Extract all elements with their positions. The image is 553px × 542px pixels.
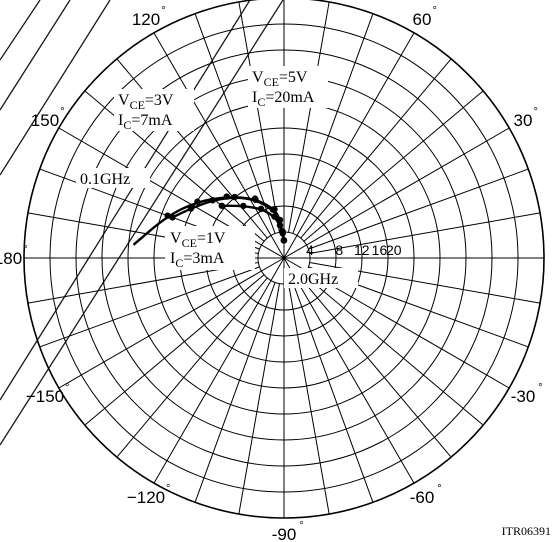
data-point	[209, 197, 216, 204]
angle-tick-label: −150	[26, 387, 64, 406]
label-background	[165, 226, 255, 270]
data-point	[271, 213, 278, 220]
series-label: VCE=3V	[118, 92, 174, 112]
degree-mark: °	[161, 5, 165, 17]
degree-mark: °	[60, 106, 64, 118]
polar-grid	[23, 0, 545, 519]
radius-circle	[23, 0, 545, 519]
angle-gridline	[238, 283, 280, 515]
angle-gridline	[303, 90, 484, 242]
angle-tick-label: -60	[410, 488, 435, 507]
degree-mark: °	[299, 520, 303, 532]
angle-gridline	[309, 212, 541, 254]
radius-circle	[75, 49, 493, 467]
angle-tick-label: -90	[272, 525, 297, 542]
data-point	[276, 222, 284, 229]
degree-mark: °	[534, 106, 538, 118]
radius-circle	[49, 23, 519, 493]
angle-gridline	[288, 1, 330, 233]
angle-gridline	[308, 168, 529, 250]
data-point	[279, 230, 286, 237]
angle-tick-label: 180	[0, 249, 22, 268]
angle-gridline	[300, 58, 452, 239]
document-code: ITR06391	[502, 524, 551, 538]
radius-circle	[153, 127, 415, 389]
degree-mark: °	[166, 483, 170, 495]
label-background	[76, 168, 150, 188]
radial-tick-label: 16	[372, 242, 388, 258]
radial-tick-label: 4	[306, 242, 314, 258]
series-label: IC=3mA	[170, 250, 225, 270]
angle-gridline	[194, 13, 276, 234]
angle-gridline	[292, 13, 374, 234]
angle-tick-label: 120	[132, 10, 160, 29]
angle-tick-label: 30	[514, 111, 533, 130]
label-background	[114, 89, 194, 131]
degree-mark: °	[65, 382, 69, 394]
series-group	[132, 193, 288, 246]
series-label: VCE=1V	[170, 230, 226, 250]
angle-tick-label: −120	[127, 488, 165, 507]
data-point	[269, 206, 277, 213]
degree-mark: °	[23, 244, 27, 256]
angle-gridline	[238, 1, 280, 233]
radial-tick-label: 12	[354, 242, 370, 258]
data-point	[280, 237, 288, 244]
radial-tick-label: 20	[386, 242, 402, 258]
angle-gridline	[194, 282, 276, 503]
angle-gridline	[84, 274, 265, 426]
angle-gridline	[303, 274, 484, 426]
data-point	[218, 202, 225, 209]
angle-tick-label: 60	[413, 10, 432, 29]
degree-mark: °	[437, 483, 441, 495]
data-point	[169, 214, 176, 221]
end-frequency-label: 2.0GHz	[288, 271, 338, 288]
data-point	[257, 205, 265, 213]
angle-tick-label: -30	[511, 387, 536, 406]
data-point	[187, 205, 195, 212]
data-point	[194, 198, 201, 205]
angle-gridline	[288, 283, 330, 515]
angle-gridline	[292, 282, 374, 503]
data-point	[240, 202, 247, 210]
start-frequency-label: 0.1GHz	[80, 171, 130, 188]
data-point	[231, 193, 238, 201]
series-label: VCE=5V	[252, 69, 308, 89]
label-background	[284, 268, 358, 288]
angle-gridline	[39, 266, 260, 348]
label-background	[248, 66, 328, 108]
series-label: IC=20mA	[252, 89, 315, 109]
data-point	[252, 196, 259, 203]
angle-gridline	[300, 277, 452, 458]
angle-gridline	[116, 277, 268, 458]
radial-tick-label: 8	[335, 242, 343, 258]
angle-tick-label: 150	[31, 111, 59, 130]
degree-mark: °	[433, 5, 437, 17]
series-label: IC=7mA	[118, 112, 173, 132]
degree-mark: °	[538, 382, 542, 394]
